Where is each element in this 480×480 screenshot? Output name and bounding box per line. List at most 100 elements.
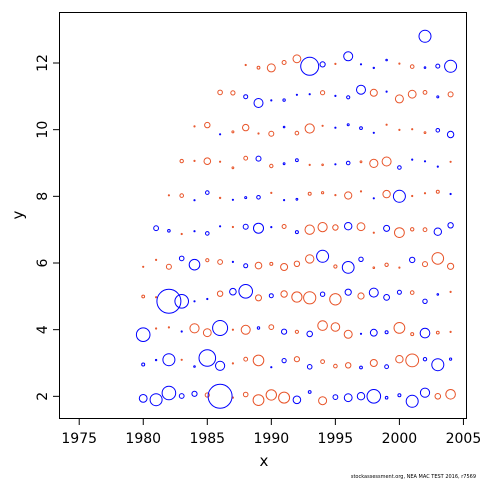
positive-residual-bubble (153, 225, 160, 232)
y-tick-label: 8 (35, 192, 51, 201)
positive-residual-bubble (423, 66, 427, 69)
negative-residual-bubble (317, 222, 328, 233)
negative-residual-bubble (142, 265, 145, 268)
positive-residual-bubble (405, 394, 419, 408)
negative-residual-bubble (293, 356, 300, 363)
y-axis-label: y (9, 210, 27, 219)
positive-residual-bubble (308, 93, 311, 96)
negative-residual-bubble (321, 163, 324, 167)
positive-residual-bubble (359, 365, 363, 370)
positive-residual-bubble (206, 297, 209, 301)
positive-residual-bubble (307, 390, 312, 394)
positive-residual-bubble (368, 287, 379, 298)
positive-residual-bubble (270, 99, 273, 102)
y-axis: 2 4 6 8 10 12 (35, 54, 60, 401)
positive-residual-bubble (282, 125, 286, 129)
positive-residual-bubble (383, 224, 391, 232)
negative-residual-bubble (434, 393, 442, 400)
negative-residual-bubble (269, 261, 274, 266)
positive-residual-bubble (283, 199, 286, 202)
negative-residual-bubble (252, 394, 265, 407)
positive-residual-bubble (447, 222, 454, 229)
negative-residual-bubble (230, 90, 236, 96)
positive-residual-bubble (295, 197, 299, 201)
negative-residual-bubble (398, 62, 401, 65)
positive-residual-bubble (243, 263, 249, 269)
positive-residual-bubble (193, 365, 196, 368)
plot-frame (59, 12, 467, 419)
positive-residual-bubble (193, 199, 196, 202)
negative-residual-bubble (369, 359, 378, 367)
positive-residual-bubble (178, 393, 185, 399)
negative-residual-bubble (422, 227, 428, 233)
positive-residual-bubble (385, 58, 388, 62)
positive-residual-bubble (229, 287, 237, 296)
negative-residual-bubble (334, 62, 337, 66)
positive-residual-bubble (419, 327, 431, 339)
positive-residual-bubble (396, 289, 402, 295)
y-tick-label: 2 (35, 392, 51, 401)
negative-residual-bubble (384, 262, 389, 267)
negative-residual-bubble (141, 294, 146, 299)
negative-residual-bubble (321, 191, 325, 195)
positive-residual-bubble (397, 165, 402, 170)
positive-residual-bubble (359, 332, 363, 335)
positive-residual-bubble (292, 395, 302, 405)
positive-residual-bubble (231, 260, 234, 263)
positive-residual-bubble (397, 393, 402, 398)
negative-residual-bubble (410, 227, 415, 232)
negative-residual-bubble (257, 132, 260, 135)
x-axis-label: x (260, 452, 269, 470)
positive-residual-bubble (295, 158, 299, 163)
negative-residual-bubble (411, 128, 414, 131)
positive-residual-bubble (334, 126, 337, 129)
negative-residual-bubble (447, 262, 455, 270)
negative-residual-bubble (329, 293, 342, 306)
positive-residual-bubble (149, 393, 163, 407)
positive-residual-bubble (356, 392, 366, 401)
x-tick-label: 2005 (446, 431, 480, 447)
negative-residual-bubble (410, 332, 415, 337)
negative-residual-bubble (409, 290, 415, 295)
negative-residual-bubble (203, 157, 212, 165)
y-tick-label: 4 (35, 325, 51, 334)
negative-residual-bubble (231, 166, 235, 170)
negative-residual-bubble (294, 130, 300, 136)
negative-residual-bubble (180, 358, 183, 361)
positive-residual-bubble (419, 387, 431, 398)
negative-residual-bubble (359, 190, 363, 193)
positive-residual-bubble (215, 360, 226, 371)
positive-residual-bubble (446, 130, 455, 139)
positive-residual-bubble (334, 163, 337, 166)
positive-residual-bubble (358, 256, 364, 262)
negative-residual-bubble (407, 89, 417, 99)
positive-residual-bubble (344, 222, 353, 231)
positive-residual-bubble (383, 294, 391, 301)
positive-residual-bubble (411, 158, 414, 161)
negative-residual-bubble (167, 326, 170, 329)
x-tick-label: 1995 (318, 431, 354, 447)
negative-residual-bubble (356, 222, 366, 232)
positive-residual-bubble (436, 165, 439, 168)
negative-residual-bubble (381, 156, 392, 167)
positive-residual-bubble (231, 198, 234, 201)
positive-residual-bubble (270, 226, 273, 229)
positive-residual-bubble (161, 385, 177, 401)
positive-residual-bubble (253, 222, 264, 234)
positive-residual-bubble (243, 94, 249, 100)
negative-residual-bubble (321, 124, 324, 127)
negative-residual-bubble (449, 160, 452, 163)
positive-residual-bubble (281, 328, 288, 335)
credit-text: stockassessment.org, NEA MAC TEST 2016, … (351, 474, 476, 480)
positive-residual-bubble (384, 330, 389, 335)
negative-residual-bubble (330, 322, 341, 332)
negative-residual-bubble (243, 155, 249, 161)
negative-residual-bubble (204, 392, 210, 398)
negative-residual-bubble (268, 324, 275, 331)
negative-residual-bubble (369, 158, 379, 168)
positive-residual-bubble (359, 126, 363, 131)
positive-residual-bubble (436, 95, 440, 99)
negative-residual-bubble (278, 391, 291, 404)
negative-residual-bubble (372, 231, 375, 234)
